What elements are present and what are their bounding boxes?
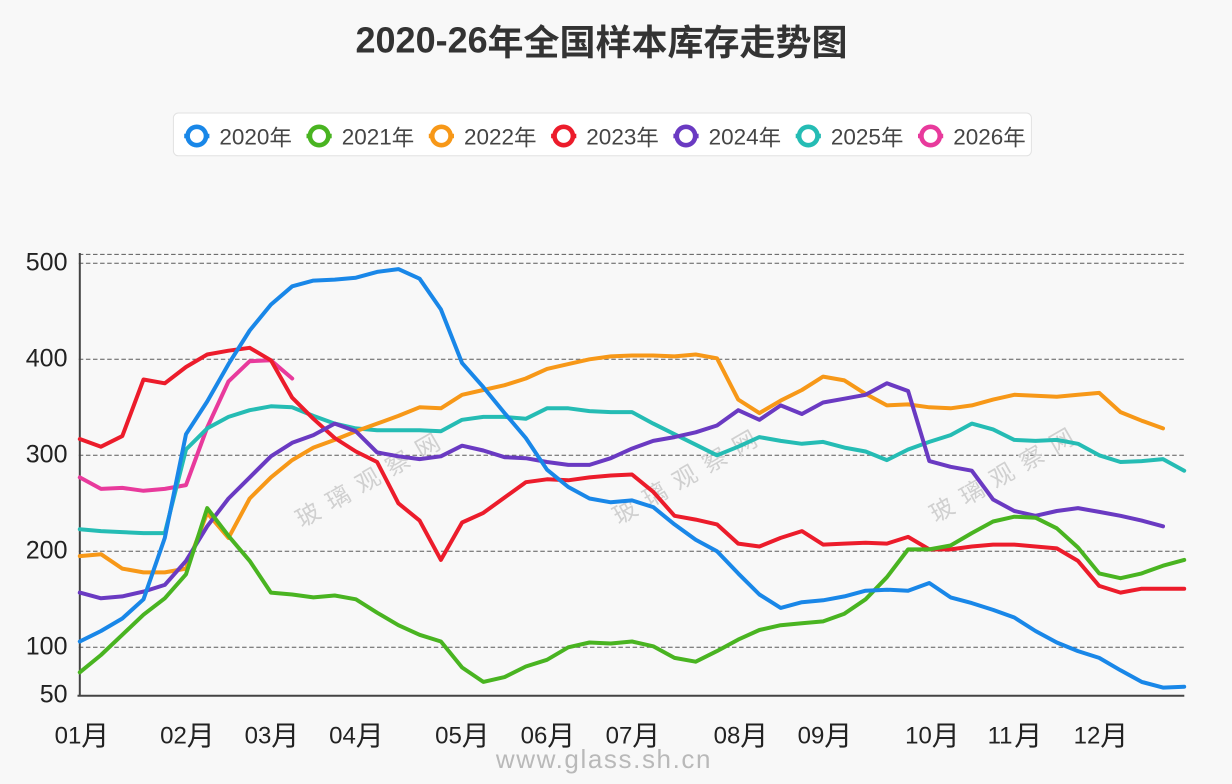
svg-text:2025: 2025: [831, 125, 881, 150]
svg-text:2020-26: 2020-26: [356, 20, 488, 61]
svg-text:200: 200: [26, 537, 68, 565]
svg-text:300: 300: [26, 441, 68, 469]
svg-text:11: 11: [988, 723, 1013, 750]
svg-text:03: 03: [245, 723, 272, 750]
svg-text:100: 100: [26, 633, 68, 661]
svg-text:09: 09: [798, 723, 825, 750]
svg-text:06: 06: [521, 723, 548, 750]
svg-text:10: 10: [905, 723, 932, 750]
svg-text:2023: 2023: [586, 125, 636, 150]
svg-text:02: 02: [160, 723, 187, 750]
svg-text:2024: 2024: [709, 125, 759, 150]
svg-text:07: 07: [606, 723, 633, 750]
svg-text:2021: 2021: [342, 125, 392, 150]
svg-text:500: 500: [26, 249, 68, 277]
svg-text:www.glass.sh.cn: www.glass.sh.cn: [495, 744, 712, 774]
svg-text:2026: 2026: [953, 125, 1003, 150]
svg-text:400: 400: [26, 345, 68, 373]
svg-text:2020: 2020: [219, 125, 269, 150]
svg-text:05: 05: [435, 723, 462, 750]
svg-text:04: 04: [329, 723, 356, 750]
svg-text:12: 12: [1074, 723, 1101, 750]
svg-text:2022: 2022: [464, 125, 514, 150]
svg-text:01: 01: [55, 723, 82, 750]
svg-text:50: 50: [40, 681, 68, 709]
svg-text:08: 08: [714, 723, 741, 750]
